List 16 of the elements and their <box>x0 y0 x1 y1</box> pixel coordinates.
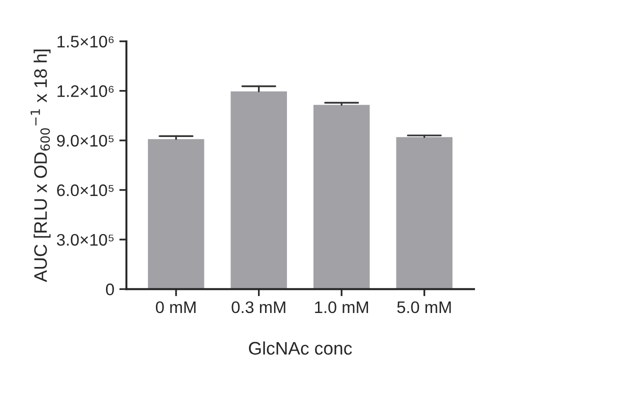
y-axis-title: AUC [RLU x OD$_{600}$$^{−1}$ x 18 h] <box>30 50 51 282</box>
y-tick-label: 6.0×10⁵ <box>57 184 114 196</box>
bar <box>313 104 370 290</box>
x-tick-label: 1.0 mM <box>315 301 368 314</box>
x-tick-label: 0.3 mM <box>232 301 286 314</box>
bar <box>230 91 287 290</box>
y-tick-label: 9.0×10⁵ <box>57 134 114 147</box>
bar <box>148 139 204 290</box>
x-axis-title: GlcNAc conc <box>248 341 352 355</box>
x-tick-label: 0 mM <box>156 301 196 314</box>
y-tick-label: 3.0×10⁵ <box>56 234 114 246</box>
y-tick-label: 1.2×10⁶ <box>58 85 114 98</box>
x-tick-label: 5.0 mM <box>397 301 451 314</box>
y-tick-label: 1.5×10⁶ <box>58 36 114 48</box>
bar <box>396 137 452 290</box>
y-tick-label: 0 <box>106 284 114 296</box>
